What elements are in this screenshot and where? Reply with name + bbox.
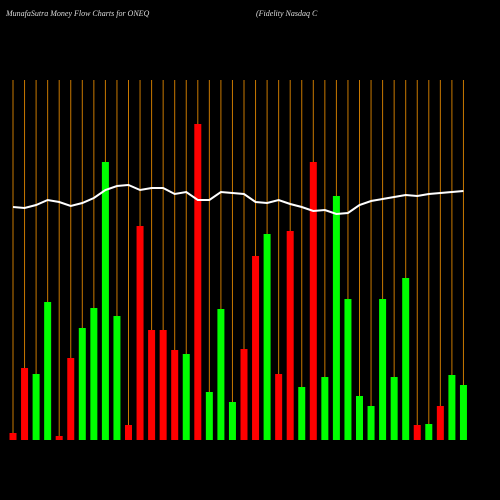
chart-title: MunafaSutra Money Flow Charts for ONEQ (5, 9, 150, 18)
bar (55, 436, 63, 440)
bar (263, 234, 271, 440)
bar (182, 354, 190, 440)
bar (240, 349, 248, 440)
bar (21, 368, 29, 440)
bar (101, 162, 109, 440)
bar (332, 196, 340, 440)
bar (90, 308, 98, 440)
bar (367, 406, 375, 440)
bar (136, 226, 144, 440)
bar (356, 396, 363, 440)
bar (148, 330, 156, 440)
bar (344, 299, 352, 440)
bar (402, 278, 410, 440)
bar (9, 433, 17, 440)
bar (252, 256, 260, 440)
chart-subtitle: (Fidelity Nasdaq C (256, 9, 318, 18)
bar (228, 402, 236, 440)
bar (125, 425, 132, 440)
bar (44, 302, 52, 440)
bar (171, 350, 179, 440)
bar (286, 231, 294, 440)
bar (67, 358, 75, 440)
price-line (12, 183, 464, 216)
bar (78, 328, 86, 440)
bar (379, 299, 387, 440)
bar (205, 392, 213, 440)
bar (159, 330, 167, 440)
bar (425, 424, 433, 440)
bar (436, 406, 444, 440)
bar (459, 385, 467, 440)
bar (217, 309, 225, 440)
bar (390, 377, 398, 440)
bar (298, 387, 306, 440)
bar (113, 316, 121, 440)
bar (309, 162, 317, 440)
bar (275, 374, 283, 440)
bar (194, 124, 202, 440)
bar (448, 375, 456, 440)
bar (321, 377, 329, 440)
bar (413, 425, 421, 440)
bar (32, 374, 40, 440)
